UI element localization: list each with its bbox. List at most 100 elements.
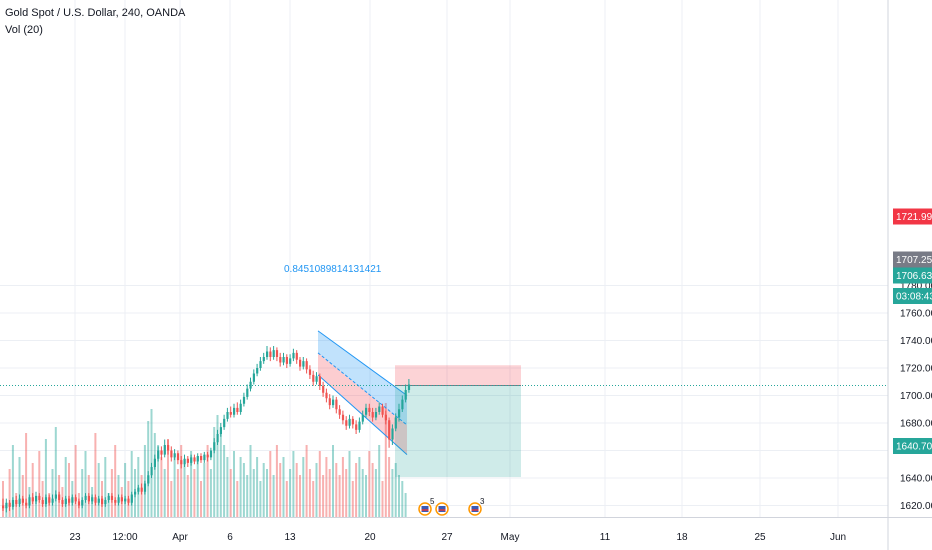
candle-body <box>378 406 381 412</box>
flag-field-icon <box>421 506 429 512</box>
candle-body <box>249 381 252 389</box>
candle-body <box>279 357 282 363</box>
volume-bar <box>305 445 308 517</box>
volume-bar <box>18 457 21 517</box>
candle-body <box>368 407 371 412</box>
volume-bar <box>183 463 186 517</box>
x-tick-label: 13 <box>284 532 296 543</box>
volume-bar <box>157 445 160 517</box>
x-tick-label: 25 <box>754 532 766 543</box>
volume-bar <box>190 451 193 517</box>
candle-body <box>404 390 407 400</box>
volume-bar <box>223 445 226 517</box>
candle-body <box>163 445 166 455</box>
volume-bar <box>11 445 14 517</box>
volume-bar <box>249 445 252 517</box>
volume-bar <box>213 427 216 517</box>
candle-body <box>11 500 15 507</box>
candle-body <box>5 502 8 509</box>
candle-body <box>107 495 110 500</box>
price-badge <box>893 438 932 454</box>
candle-body <box>31 497 34 502</box>
candle-body <box>381 406 384 415</box>
candle-body <box>209 450 213 458</box>
candle-body <box>143 483 147 492</box>
volume-bar <box>94 433 97 517</box>
candle-body <box>140 487 143 492</box>
volume-bar <box>236 481 239 517</box>
volume-bar <box>170 481 173 517</box>
volume-bar <box>388 457 391 517</box>
volume-bar <box>193 469 196 517</box>
candle-body <box>394 417 397 429</box>
volume-indicator-label[interactable]: Vol (20) <box>5 24 43 36</box>
candle-body <box>84 495 87 500</box>
channel-ratio-label: 0.8451089814131421 <box>284 264 382 275</box>
candle-body <box>173 453 176 458</box>
volume-bar <box>391 469 394 517</box>
x-tick-label: 18 <box>676 532 688 543</box>
volume-bar <box>196 457 199 517</box>
candle-body <box>302 361 305 367</box>
candle-body <box>104 500 107 505</box>
volume-bar <box>35 499 37 517</box>
candle-body <box>226 412 229 419</box>
candle-body <box>315 376 318 382</box>
short-position-tool[interactable] <box>395 365 521 478</box>
candlesticks <box>2 346 411 513</box>
volume-bar <box>163 469 166 517</box>
candle-body <box>190 457 193 463</box>
volume-bar <box>216 415 219 517</box>
price-badge-label: 1721.997 <box>896 212 932 223</box>
volume-bar <box>355 463 358 517</box>
candle-body <box>157 450 160 459</box>
x-tick-label: Jun <box>830 532 846 543</box>
candle-body <box>325 392 328 399</box>
y-tick-label: 1760.000 <box>900 309 932 320</box>
candle-body <box>120 497 123 502</box>
volume-bar <box>279 463 282 517</box>
candle-body <box>361 414 364 422</box>
candle-body <box>180 460 183 465</box>
candle-body <box>299 359 302 367</box>
volume-bar <box>345 469 348 517</box>
parallel-channel[interactable] <box>317 330 408 455</box>
volume-bar <box>282 457 285 517</box>
candle-body <box>8 502 11 507</box>
candle-body <box>282 357 285 363</box>
candle-body <box>74 497 77 502</box>
volume-bar <box>292 451 295 517</box>
volume-bar <box>147 421 150 517</box>
volume-bar <box>299 475 301 517</box>
candle-body <box>272 350 275 357</box>
candle-body <box>266 351 269 357</box>
candle-body <box>41 500 44 505</box>
volume-bar <box>328 469 331 517</box>
candle-body <box>81 500 84 506</box>
candle-body <box>401 399 404 410</box>
symbol-title[interactable]: Gold Spot / U.S. Dollar, 240, OANDA <box>5 7 186 19</box>
channel-upper-fill <box>318 330 407 426</box>
volume-bar <box>239 457 242 517</box>
volume-bar <box>229 469 232 517</box>
candle-body <box>167 445 170 451</box>
volume-bar <box>289 469 292 517</box>
price-badge-label: 1707.258 <box>896 255 932 266</box>
candle-body <box>160 450 163 455</box>
volume-bar <box>233 451 235 517</box>
candle-body <box>21 498 24 503</box>
x-tick-label: 27 <box>441 532 453 543</box>
candle-body <box>94 497 97 503</box>
candle-body <box>233 407 236 415</box>
x-tick-label: 11 <box>600 532 611 543</box>
candle-body <box>407 384 411 390</box>
candle-body <box>269 351 272 357</box>
candle-body <box>388 420 391 440</box>
volume-bar <box>81 469 84 517</box>
x-tick-label: 12:00 <box>112 532 137 543</box>
candle-body <box>275 350 279 357</box>
